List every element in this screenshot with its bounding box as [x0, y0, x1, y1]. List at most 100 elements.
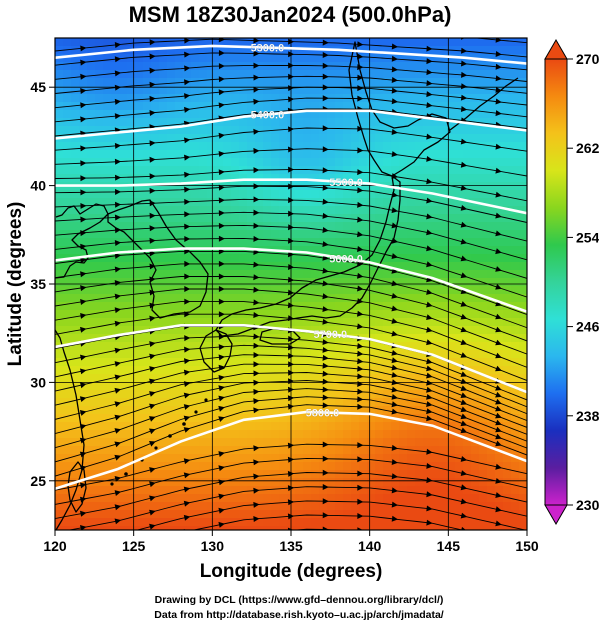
wind-arrowhead: [114, 347, 122, 354]
wind-arrowhead: [495, 248, 502, 255]
wind-arrowhead: [391, 386, 398, 393]
wind-arrowhead: [391, 473, 398, 480]
wind-arrowhead: [460, 456, 468, 462]
wind-arrowhead: [461, 541, 468, 547]
wind-arrowhead: [149, 263, 156, 270]
wind-arrowhead: [253, 342, 260, 349]
wind-arrowhead: [253, 487, 260, 494]
wind-arrowhead: [149, 53, 156, 60]
wind-arrowhead: [253, 261, 260, 268]
wind-arrowhead: [218, 405, 225, 412]
wind-arrowhead: [80, 88, 87, 94]
wind-arrowhead: [115, 189, 122, 195]
wind-arrowhead: [288, 38, 295, 45]
colorbar-bottom-arrow: [544, 504, 568, 525]
wind-arrowhead: [184, 93, 191, 99]
wind-arrowhead: [391, 129, 398, 135]
wind-arrowhead: [253, 38, 260, 44]
contour-label: 5700.0: [314, 329, 348, 341]
y-tick-label: 45: [30, 79, 46, 95]
wind-arrowhead: [80, 102, 87, 109]
wind-arrowhead: [288, 51, 295, 58]
wind-arrowhead: [184, 346, 191, 353]
y-tick-label: 40: [30, 178, 46, 194]
wind-arrowhead: [391, 191, 398, 198]
wind-arrowhead: [149, 302, 156, 309]
wind-arrowhead: [114, 490, 122, 496]
x-axis-label: Longitude (degrees): [200, 561, 383, 582]
wind-arrowhead: [80, 539, 87, 545]
wind-arrowhead: [322, 386, 329, 393]
wind-arrowhead: [495, 478, 502, 484]
wind-arrowhead: [288, 126, 295, 133]
wind-arrowhead: [184, 223, 191, 230]
wind-arrowhead: [114, 158, 122, 165]
wind-arrowhead: [357, 388, 364, 395]
wind-arrowhead: [183, 381, 191, 387]
wind-arrowhead: [149, 212, 156, 219]
wind-arrowhead: [218, 416, 225, 422]
wind-arrowhead: [114, 307, 122, 314]
wind-arrowhead: [184, 260, 191, 267]
wind-arrowhead: [495, 167, 502, 174]
wind-arrowhead: [253, 62, 260, 69]
wind-arrowhead: [495, 143, 502, 150]
wind-arrowhead: [149, 391, 156, 397]
contour-line: [55, 247, 527, 313]
wind-arrowhead: [288, 166, 295, 173]
wind-arrowhead: [391, 372, 398, 378]
wind-arrowhead: [391, 207, 398, 214]
wind-arrowhead: [495, 391, 502, 398]
wind-arrowhead: [322, 394, 329, 401]
wind-arrowhead: [460, 205, 468, 211]
wind-arrowhead: [426, 386, 433, 393]
x-tick-label: 125: [122, 538, 146, 554]
wind-arrowhead: [426, 408, 433, 415]
wind-arrowhead: [461, 71, 468, 78]
wind-arrowhead: [114, 441, 122, 448]
wind-arrowhead: [287, 470, 295, 477]
wind-arrowhead: [149, 495, 156, 502]
wind-arrowhead: [80, 299, 87, 305]
wind-arrowhead: [391, 350, 398, 356]
wind-arrowhead: [357, 350, 364, 357]
wind-arrowhead: [495, 549, 502, 555]
wind-arrowhead: [460, 371, 468, 377]
wind-arrowhead: [79, 451, 87, 458]
x-tick-label: 120: [43, 538, 67, 554]
wind-arrowhead: [218, 385, 225, 392]
wind-arrowhead: [322, 498, 329, 505]
wind-arrowhead: [253, 286, 260, 293]
wind-arrowhead: [115, 14, 121, 20]
wind-arrowhead: [218, 76, 225, 83]
wind-arrowhead: [391, 515, 398, 522]
wind-arrowhead: [495, 313, 502, 320]
wind-arrowhead: [495, 419, 502, 426]
wind-arrowhead: [495, 75, 502, 82]
wind-arrowhead: [322, 378, 329, 385]
wind-arrowhead: [114, 98, 122, 105]
wind-arrowhead: [149, 95, 156, 102]
wind-arrowhead: [357, 442, 364, 449]
y-axis: 25 30 35 40 45: [30, 79, 55, 489]
wind-arrowhead: [288, 344, 295, 351]
wind-arrowhead: [218, 132, 225, 139]
coastline-taiwan: [67, 461, 87, 513]
wind-arrowhead: [426, 326, 433, 333]
wind-arrowhead: [460, 161, 468, 168]
wind-arrowhead: [80, 31, 86, 37]
wind-arrowhead: [426, 301, 433, 308]
wind-arrowhead: [218, 197, 225, 204]
wind-arrowhead: [322, 370, 329, 377]
colorbar-tick-label: 246: [576, 319, 599, 335]
wind-arrowhead: [495, 110, 502, 117]
wind-arrowhead: [115, 28, 121, 34]
wind-arrowhead: [287, 499, 295, 506]
wind-arrowhead: [392, 529, 393, 530]
wind-arrowhead: [461, 20, 467, 26]
wind-arrowhead: [79, 423, 87, 430]
wind-arrowhead: [357, 125, 364, 132]
wind-arrowhead: [287, 442, 295, 449]
wind-arrowhead: [322, 198, 329, 205]
